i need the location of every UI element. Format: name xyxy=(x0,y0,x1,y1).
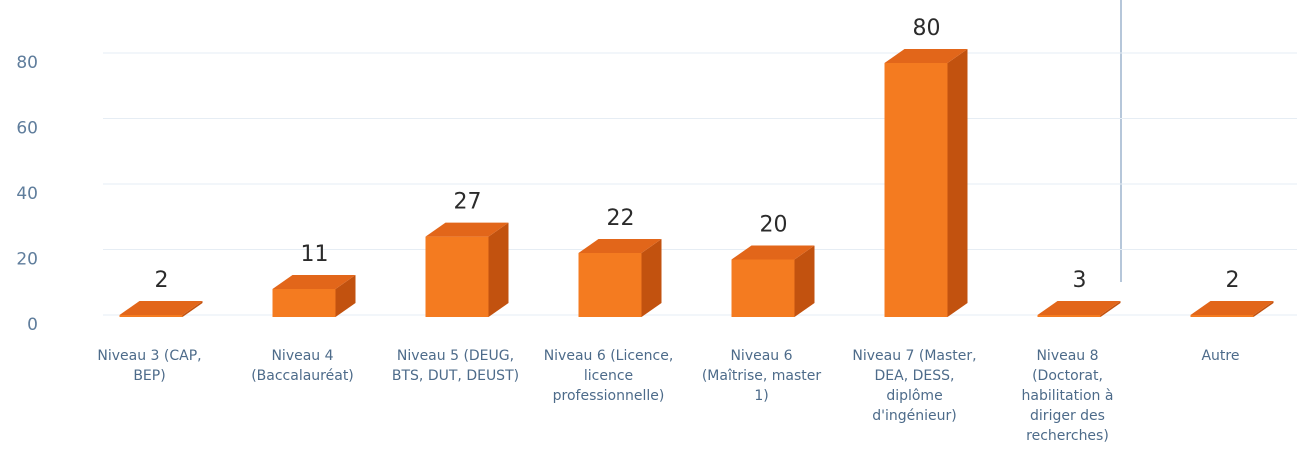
x-tick-label: Niveau 4 (Baccalauréat) xyxy=(251,348,354,384)
bar-side xyxy=(335,274,356,317)
bar-side xyxy=(488,222,509,317)
y-tick-label: 20 xyxy=(16,250,38,270)
y-tick-label: 40 xyxy=(16,184,38,204)
bar xyxy=(1037,301,1121,317)
x-tick-label: Niveau 6 (Maîtrise, master 1) xyxy=(701,348,822,404)
value-label: 2 xyxy=(155,268,169,293)
value-label: 2 xyxy=(1226,268,1240,293)
bar-side xyxy=(641,238,662,317)
bar xyxy=(1190,301,1274,317)
bar xyxy=(119,301,203,317)
x-tick-label: Niveau 6 (Licence, licence professionnel… xyxy=(543,348,674,404)
value-label: 80 xyxy=(913,16,941,41)
bar-front xyxy=(578,252,642,317)
bar-front xyxy=(884,63,948,317)
bar-front xyxy=(731,259,795,317)
bar-top xyxy=(1037,301,1121,315)
x-tick-label: Niveau 8 (Doctorat, habilitation à dirig… xyxy=(1021,348,1114,444)
bar-top xyxy=(578,238,662,253)
x-tick-label: Autre xyxy=(1201,348,1240,364)
y-tick-label: 60 xyxy=(16,119,38,139)
bar-side xyxy=(182,301,203,317)
y-tick-label: 0 xyxy=(27,315,38,335)
value-label: 20 xyxy=(760,213,788,238)
bar-side xyxy=(794,245,815,317)
bar-front xyxy=(425,236,489,317)
bar-side xyxy=(947,49,968,317)
x-tick-label: Niveau 3 (CAP, BEP) xyxy=(97,348,202,384)
bar-top xyxy=(119,301,203,315)
bar-side xyxy=(1253,301,1274,317)
bar-front xyxy=(1037,315,1101,317)
value-label: 3 xyxy=(1073,268,1087,293)
bar-top xyxy=(272,274,356,289)
value-label: 22 xyxy=(607,206,635,231)
bar-front xyxy=(119,315,183,317)
bar-front xyxy=(272,288,336,317)
x-tick-label: Niveau 5 (DEUG, BTS, DUT, DEUST) xyxy=(391,348,520,384)
x-tick-label: Niveau 7 (Master, DEA, DESS, diplôme d'i… xyxy=(852,348,977,424)
bar xyxy=(272,274,356,317)
bar xyxy=(884,49,968,317)
bar-top xyxy=(884,49,968,63)
bar-front xyxy=(1190,315,1254,317)
bar-top xyxy=(1190,301,1274,315)
value-label: 11 xyxy=(301,242,329,267)
bar-side xyxy=(1100,301,1121,317)
bar xyxy=(731,245,815,317)
y-tick-label: 80 xyxy=(16,53,38,73)
value-label: 27 xyxy=(454,190,482,215)
bar xyxy=(578,238,662,317)
bar xyxy=(425,222,509,317)
bar-top xyxy=(425,222,509,237)
bar-top xyxy=(731,245,815,260)
